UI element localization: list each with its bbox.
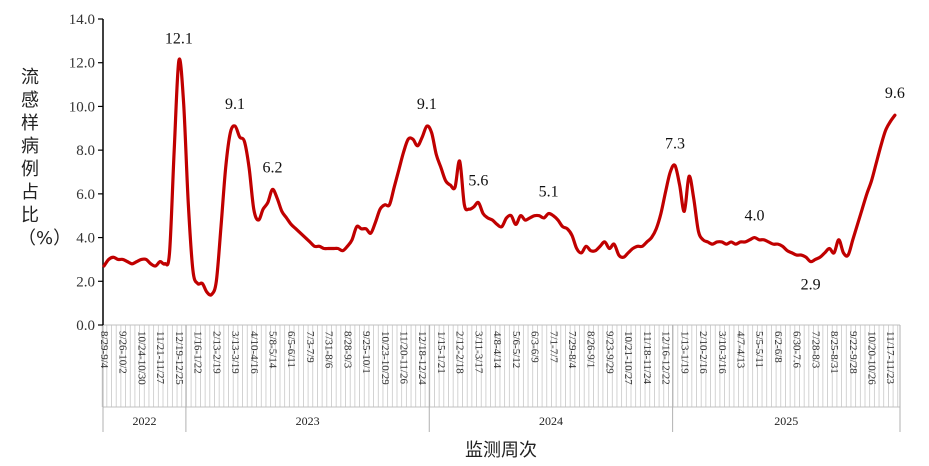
year-label: 2023: [296, 414, 320, 428]
data-label: 9.6: [885, 85, 905, 102]
x-tick-label: 8/26-9/1: [585, 331, 597, 368]
x-tick-label: 7/1-7/7: [547, 331, 559, 363]
x-tick-label: 6/5-6/11: [285, 331, 297, 368]
data-label: 9.1: [225, 96, 245, 113]
x-tick-label: 11/18-11/24: [641, 331, 653, 384]
y-tick-label: 14.0: [69, 12, 95, 28]
x-tick-label: 12/18-12/24: [416, 331, 428, 385]
x-tick-label: 7/3-7/9: [304, 331, 316, 363]
y-tick-label: 8.0: [76, 143, 95, 159]
x-tick-label: 11/21-11/27: [154, 331, 166, 384]
x-tick-label: 7/31-8/6: [323, 331, 335, 369]
x-tick-label: 9/25-10/1: [360, 331, 372, 374]
series-line: [102, 57, 897, 297]
x-tick-label: 8/25-8/31: [828, 331, 840, 374]
x-tick-label: 11/17-11/23: [884, 331, 896, 384]
x-tick-label: 8/28-9/3: [341, 331, 353, 369]
data-label: 9.1: [417, 96, 437, 113]
x-tick-label: 1/16-1/22: [192, 331, 204, 374]
x-tick-label: 10/23-10/29: [379, 331, 391, 385]
y-tick-label: 10.0: [69, 99, 95, 115]
x-tick-label: 5/6-5/12: [510, 331, 522, 368]
data-label: 5.1: [539, 184, 559, 201]
x-tick-label: 6/3-6/9: [529, 331, 541, 363]
year-label: 2022: [132, 414, 156, 428]
x-tick-label: 7/28-8/3: [809, 331, 821, 369]
x-tick-label: 9/23-9/29: [603, 331, 615, 374]
data-label: 4.0: [745, 208, 765, 225]
x-tick-label: 2/12-2/18: [454, 331, 466, 374]
year-label: 2024: [539, 414, 563, 428]
x-tick-label: 3/10-3/16: [716, 331, 728, 374]
x-tick-label: 10/20-10/26: [866, 331, 878, 385]
data-label: 5.6: [468, 173, 488, 190]
x-tick-label: 9/26-10/2: [117, 331, 129, 374]
x-tick-label: 8/29-9/4: [98, 331, 110, 369]
year-label: 2025: [774, 414, 798, 428]
y-tick-label: 2.0: [76, 274, 95, 290]
x-tick-label: 2/13-2/19: [210, 331, 222, 374]
x-tick-label: 12/16-12/22: [660, 331, 672, 385]
x-tick-label: 5/5-5/11: [753, 331, 765, 368]
x-tick-label: 4/10-4/16: [248, 331, 260, 374]
x-tick-label: 4/8-4/14: [491, 331, 503, 369]
y-tick-label: 0.0: [76, 318, 95, 334]
x-tick-label: 2/10-2/16: [697, 331, 709, 374]
x-tick-label: 6/30-7.6: [791, 331, 803, 368]
x-tick-label: 3/11-3/17: [472, 331, 484, 374]
y-axis-title: 流感样病例占比（%）: [18, 67, 72, 249]
data-label: 12.1: [165, 31, 193, 48]
x-tick-label: 12/19-12/25: [173, 331, 185, 385]
y-tick-label: 12.0: [69, 56, 95, 72]
x-tick-label: 1/13-1/19: [678, 331, 690, 374]
y-tick-label: 4.0: [76, 231, 95, 247]
x-axis-title: 监测周次: [465, 440, 537, 461]
x-tick-label: 9/22-9/28: [847, 331, 859, 374]
x-tick-label: 6/2-6/8: [772, 331, 784, 363]
x-tick-label: 1/15-1/21: [435, 331, 447, 374]
x-tick-label: 4/7-4/13: [734, 331, 746, 369]
data-label: 2.9: [801, 277, 821, 294]
data-label: 6.2: [262, 159, 282, 176]
x-tick-label: 11/20-11/26: [398, 331, 410, 384]
y-tick-label: 6.0: [76, 187, 95, 203]
data-label: 7.3: [665, 135, 685, 152]
x-tick-label: 10/24-10/30: [135, 331, 147, 385]
x-tick-label: 5/8-5/14: [266, 331, 278, 369]
x-tick-label: 10/21-10/27: [622, 331, 634, 385]
x-tick-label: 3/13-3/19: [229, 331, 241, 374]
x-tick-label: 7/29-8/4: [566, 331, 578, 369]
